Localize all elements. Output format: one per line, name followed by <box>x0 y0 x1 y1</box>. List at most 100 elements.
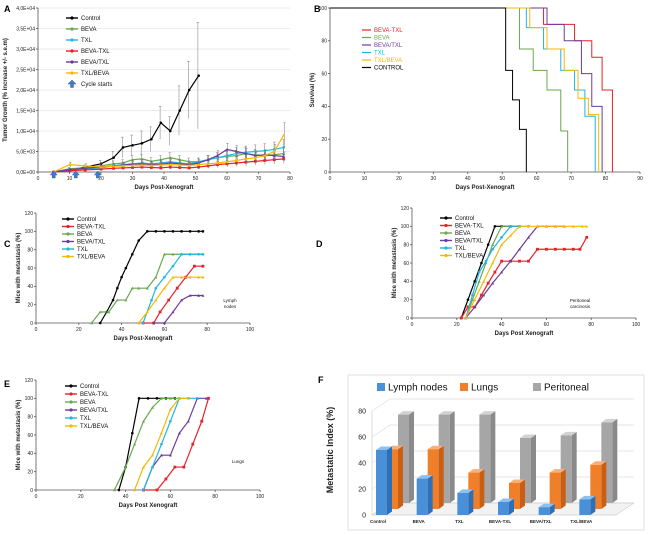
data-point <box>171 310 175 314</box>
arrow-up-icon <box>49 170 58 179</box>
data-point <box>150 406 154 409</box>
data-point <box>509 234 513 237</box>
data-point <box>121 164 125 168</box>
x-tick-label: TXL/BEVA <box>570 519 593 524</box>
data-point <box>173 465 177 469</box>
data-point <box>585 224 589 228</box>
legend-label: TXL/BEVA <box>374 58 402 64</box>
data-point <box>117 488 121 492</box>
data-point <box>207 396 210 400</box>
data-point <box>155 397 159 400</box>
data-point <box>480 261 483 265</box>
data-point <box>151 465 154 469</box>
legend: Control BEVA TXL BEVA-TXL BEVA/TXL TXL/BEVA Cy… <box>66 16 112 88</box>
x-tick-label: 60 <box>224 176 230 182</box>
bar <box>457 492 469 515</box>
y-tick-label: 2,5E+04 <box>16 67 35 73</box>
arrow-up-icon <box>67 79 77 88</box>
bar-top <box>520 434 536 438</box>
x-tick-label: 0 <box>35 494 38 500</box>
data-point <box>518 259 521 263</box>
y-tick-label: 0 <box>30 321 33 327</box>
data-point <box>168 407 172 411</box>
y-tick-label: 20 <box>358 487 366 494</box>
data-point <box>491 261 495 265</box>
panel-f: F 0 20 40 60 80 Metastatic Index (%) Lymph node… <box>318 374 645 531</box>
y-tick-label: 0 <box>30 488 33 494</box>
bar-top <box>427 445 444 450</box>
series-beva-txl <box>142 396 210 492</box>
bar <box>427 449 439 509</box>
series-line <box>142 397 198 491</box>
data-point <box>142 488 145 492</box>
legend-label: BEVA-TXL <box>80 392 109 398</box>
bar-top <box>498 498 514 502</box>
x-tick-label: 40 <box>123 494 129 500</box>
legend: Control BEVA-TXL BEVA BEVA/TXL TXL TXL/BEVA <box>65 384 109 430</box>
legend-label: TXL/BEVA <box>77 255 105 261</box>
data-point <box>585 235 589 239</box>
data-point <box>168 396 172 400</box>
data-point <box>186 419 190 423</box>
data-point <box>527 259 530 263</box>
series-line <box>330 7 613 172</box>
data-point <box>169 419 172 423</box>
data-point <box>188 275 192 279</box>
data-point <box>197 230 200 233</box>
data-point <box>167 298 171 302</box>
data-point <box>206 164 210 168</box>
bar <box>416 478 428 515</box>
data-point <box>83 164 87 168</box>
bar <box>579 499 591 515</box>
data-point <box>178 109 182 112</box>
bar-top <box>438 411 455 415</box>
y-tick-label: 120 <box>25 378 34 384</box>
bar-top <box>538 503 555 508</box>
bar <box>509 483 520 509</box>
legend-label: BEVA-TXL <box>81 49 110 55</box>
x-tick-label: 30 <box>431 176 437 182</box>
x-tick-label: 60 <box>168 494 174 500</box>
data-point <box>188 294 192 297</box>
legend-label: BEVA/TXL <box>77 240 106 246</box>
data-point <box>169 129 172 133</box>
data-point <box>206 158 210 161</box>
cycle-markers <box>49 170 102 179</box>
data-point <box>159 396 163 400</box>
panel-b: B 0 10 20 30 40 50 60 70 80 90 0 20 40 60 80 100 Days Pos… <box>310 4 643 191</box>
legend-marker <box>444 253 448 258</box>
panel-label: D <box>316 239 323 249</box>
y-tick-label: 100 <box>319 6 328 12</box>
legend: Lymph nodes Lungs Peritoneal <box>377 383 589 394</box>
data-point <box>482 279 486 283</box>
data-point <box>493 270 497 274</box>
data-point <box>486 281 490 285</box>
legend-marker <box>444 216 448 220</box>
legend-marker <box>69 408 73 412</box>
bar-side <box>468 489 474 515</box>
y-tick-label: 120 <box>401 206 410 212</box>
y-tick-label: 20 <box>27 469 33 475</box>
x-tick-label: 10 <box>362 176 368 182</box>
bar <box>538 507 550 515</box>
data-point <box>68 163 71 166</box>
data-point <box>175 286 179 290</box>
bar-side <box>427 475 433 515</box>
legend-marker <box>66 224 70 229</box>
legend-marker <box>70 71 74 75</box>
legend-label: TXL <box>77 247 89 253</box>
x-tick-label: 30 <box>130 176 136 182</box>
bar-side <box>531 434 536 503</box>
data-point <box>491 281 495 285</box>
bar-top <box>457 489 474 493</box>
panel-note: Peritoneal <box>570 298 590 303</box>
data-point <box>580 224 584 228</box>
y-axis-label: Metastatic Index (%) <box>325 407 335 494</box>
series-line <box>113 397 180 491</box>
data-point <box>470 298 474 301</box>
series-line <box>153 294 203 324</box>
data-point <box>98 321 102 325</box>
panel-label: C <box>4 239 11 249</box>
data-point <box>500 270 504 274</box>
data-point <box>464 316 468 320</box>
